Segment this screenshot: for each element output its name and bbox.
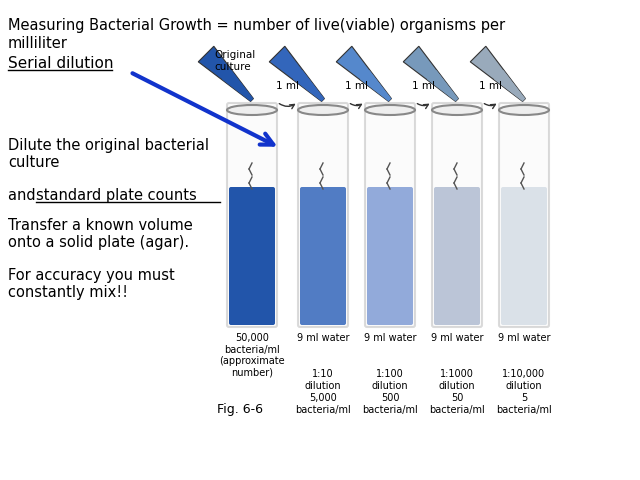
- Polygon shape: [293, 70, 324, 101]
- Text: 1 ml: 1 ml: [345, 81, 368, 91]
- Text: milliliter: milliliter: [8, 36, 68, 51]
- Text: 1 ml: 1 ml: [412, 81, 435, 91]
- Ellipse shape: [499, 105, 549, 115]
- Text: 50
bacteria/ml: 50 bacteria/ml: [429, 393, 485, 415]
- FancyBboxPatch shape: [499, 103, 549, 327]
- Polygon shape: [427, 70, 458, 101]
- FancyBboxPatch shape: [298, 103, 348, 327]
- Text: 1:10,000
dilution: 1:10,000 dilution: [502, 369, 545, 391]
- Text: 1:100
dilution: 1:100 dilution: [372, 369, 408, 391]
- Text: Original
culture: Original culture: [214, 50, 255, 72]
- Text: 1:1000
dilution: 1:1000 dilution: [438, 369, 476, 391]
- Ellipse shape: [227, 105, 277, 115]
- Text: Serial dilution: Serial dilution: [8, 56, 113, 71]
- Polygon shape: [198, 46, 253, 101]
- Text: Fig. 6-6: Fig. 6-6: [217, 403, 263, 416]
- Polygon shape: [403, 46, 458, 101]
- Text: and: and: [8, 188, 40, 203]
- Ellipse shape: [365, 105, 415, 115]
- Text: 1 ml: 1 ml: [276, 81, 299, 91]
- Polygon shape: [470, 46, 525, 101]
- Text: 9 ml water: 9 ml water: [297, 333, 349, 343]
- Text: standard plate counts: standard plate counts: [36, 188, 196, 203]
- Text: Dilute the original bacterial
culture: Dilute the original bacterial culture: [8, 138, 209, 170]
- Text: Transfer a known volume
onto a solid plate (agar).: Transfer a known volume onto a solid pla…: [8, 218, 193, 251]
- Ellipse shape: [432, 105, 482, 115]
- Text: For accuracy you must
constantly mix!!: For accuracy you must constantly mix!!: [8, 268, 175, 300]
- Text: 9 ml water: 9 ml water: [364, 333, 416, 343]
- Text: 1 ml: 1 ml: [479, 81, 502, 91]
- Text: 1:10
dilution: 1:10 dilution: [305, 369, 341, 391]
- FancyBboxPatch shape: [227, 103, 277, 327]
- FancyBboxPatch shape: [367, 187, 413, 325]
- Text: Measuring Bacterial Growth = number of live(viable) organisms per: Measuring Bacterial Growth = number of l…: [8, 18, 505, 33]
- FancyBboxPatch shape: [229, 187, 275, 325]
- Polygon shape: [222, 70, 253, 101]
- Polygon shape: [336, 46, 392, 101]
- Text: 500
bacteria/ml: 500 bacteria/ml: [362, 393, 418, 415]
- FancyBboxPatch shape: [434, 187, 480, 325]
- FancyBboxPatch shape: [501, 187, 547, 325]
- FancyBboxPatch shape: [300, 187, 346, 325]
- Ellipse shape: [298, 105, 348, 115]
- Polygon shape: [360, 70, 392, 101]
- FancyBboxPatch shape: [432, 103, 482, 327]
- Polygon shape: [494, 70, 525, 101]
- Text: 50,000
bacteria/ml
(approximate
number): 50,000 bacteria/ml (approximate number): [219, 333, 285, 378]
- Text: 5
bacteria/ml: 5 bacteria/ml: [496, 393, 552, 415]
- Text: 9 ml water: 9 ml water: [498, 333, 550, 343]
- Polygon shape: [269, 46, 324, 101]
- FancyBboxPatch shape: [365, 103, 415, 327]
- Text: 9 ml water: 9 ml water: [431, 333, 483, 343]
- Text: 5,000
bacteria/ml: 5,000 bacteria/ml: [295, 393, 351, 415]
